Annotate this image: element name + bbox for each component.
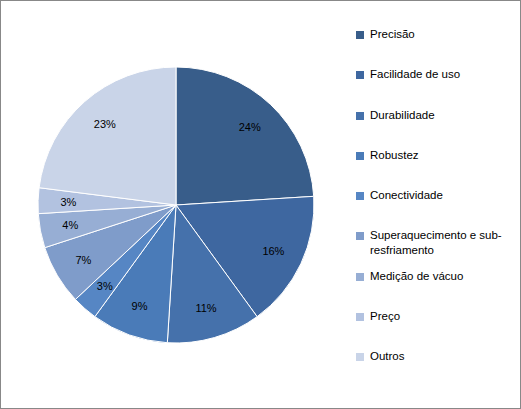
html-text:Medição de vácuo: Medição de vácuo xyxy=(370,269,464,282)
svg-text:4%: 4% xyxy=(62,219,78,231)
svg-text:7%: 7% xyxy=(75,254,91,266)
html-text:Superaquecimento e sub-resfria: Superaquecimento e sub-resfriamento xyxy=(370,229,502,257)
svg-text:23%: 23% xyxy=(94,118,116,130)
svg-text:9%: 9% xyxy=(132,300,148,312)
html-text:Precisão: Precisão xyxy=(370,28,415,40)
html-text:Durabilidade: Durabilidade xyxy=(370,108,435,121)
html-text:Conectividade: Conectividade xyxy=(370,189,443,202)
svg-text:3%: 3% xyxy=(60,196,76,208)
html-text:Outros: Outros xyxy=(370,350,405,363)
html-text:Robustez: Robustez xyxy=(370,148,419,161)
html-text:Facilidade de uso: Facilidade de uso xyxy=(370,68,461,81)
svg-text:16%: 16% xyxy=(262,245,284,257)
svg-text:24%: 24% xyxy=(239,121,261,133)
svg-text:11%: 11% xyxy=(195,302,216,314)
html-text:Preço: Preço xyxy=(370,310,400,323)
svg-text:3%: 3% xyxy=(97,280,113,292)
